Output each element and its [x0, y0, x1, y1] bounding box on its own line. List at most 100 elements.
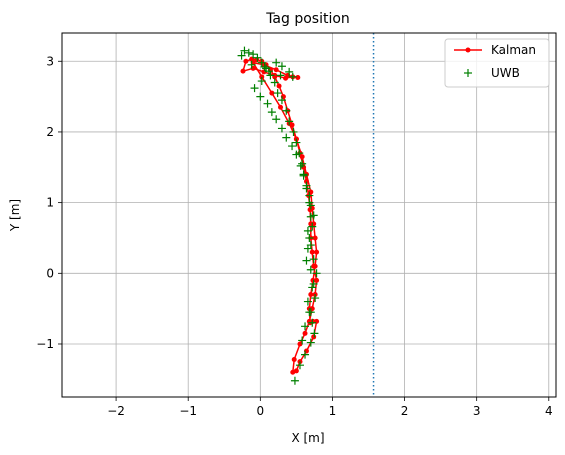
uwb-point — [303, 226, 312, 235]
kalman-point — [302, 330, 308, 336]
legend-kalman-label: Kalman — [491, 43, 536, 57]
plot-area-frame — [61, 32, 557, 398]
uwb-point — [302, 256, 311, 265]
uwb-point — [308, 222, 317, 231]
uwb-point — [237, 51, 246, 60]
uwb-point — [302, 181, 311, 190]
uwb-point — [306, 265, 315, 274]
uwb-point — [240, 46, 249, 55]
uwb-point — [249, 50, 258, 59]
uwb-point — [309, 279, 318, 288]
kalman-point — [278, 104, 284, 110]
uwb-point — [306, 308, 315, 317]
uwb-point — [305, 191, 314, 200]
uwb-point — [247, 60, 256, 69]
uwb-point — [310, 329, 319, 338]
kalman-point — [299, 154, 305, 160]
x-axis-label: X [m] — [291, 431, 324, 445]
kalman-point — [308, 292, 314, 298]
y-tick-label: 0 — [46, 266, 54, 280]
uwb-point — [266, 71, 275, 80]
uwb-point — [244, 48, 253, 57]
y-axis-label: Y [m] — [8, 199, 22, 232]
uwb-point — [303, 297, 312, 306]
kalman-point — [272, 72, 278, 78]
kalman-point — [297, 341, 303, 347]
kalman-point — [259, 74, 265, 80]
uwb-point — [303, 244, 312, 253]
uwb-point — [311, 294, 320, 303]
uwb-point — [277, 96, 286, 105]
y-tick-label: 1 — [46, 196, 54, 210]
uwb-point — [272, 115, 281, 124]
uwb-point — [272, 58, 281, 67]
legend-uwb-label: UWB — [491, 66, 520, 80]
uwb-point — [264, 67, 273, 76]
legend-uwb-marker — [464, 69, 472, 77]
uwb-point — [298, 336, 307, 345]
y-tick-label: −1 — [36, 337, 54, 351]
x-tick-label: 0 — [257, 404, 265, 418]
y-tick-label: 3 — [46, 54, 54, 68]
x-tick-label: 1 — [329, 404, 337, 418]
uwb-point — [309, 255, 318, 264]
y-tick-label: 2 — [46, 125, 54, 139]
kalman-point — [295, 75, 301, 81]
uwb-point — [273, 89, 282, 98]
uwb-point — [267, 108, 276, 117]
uwb-point — [282, 133, 291, 142]
uwb-point — [256, 92, 265, 101]
x-tick-label: −2 — [107, 404, 125, 418]
x-tick-label: 3 — [473, 404, 481, 418]
kalman-point — [314, 249, 320, 255]
uwb-point — [270, 78, 279, 87]
uwb-point — [292, 138, 301, 147]
y-ticks: −1 0 1 2 3 — [36, 54, 62, 351]
kalman-point — [310, 277, 316, 283]
uwb-point — [292, 150, 301, 159]
kalman-point — [243, 58, 249, 64]
kalman-point — [312, 235, 318, 241]
uwb-point — [257, 58, 266, 67]
legend-kalman-marker — [465, 47, 471, 53]
uwb-point — [312, 269, 321, 278]
x-tick-label: −1 — [179, 404, 197, 418]
uwb-point — [250, 84, 259, 93]
kalman-point — [309, 249, 315, 255]
uwb-point — [282, 106, 291, 115]
uwb-point — [296, 161, 305, 170]
uwb-point — [309, 211, 318, 220]
kalman-point — [269, 90, 275, 96]
kalman-point — [291, 357, 297, 363]
uwb-point — [288, 72, 297, 81]
uwb-point — [301, 350, 310, 359]
uwb-point — [306, 338, 315, 347]
uwb-point — [305, 233, 314, 242]
legend-box — [444, 38, 550, 88]
series-uwb — [237, 46, 321, 385]
uwb-point — [263, 99, 272, 108]
chart-title: Tag position — [265, 11, 350, 27]
uwb-point — [260, 62, 269, 71]
kalman-point — [276, 83, 282, 89]
uwb-point — [285, 67, 294, 76]
legend: Kalman UWB — [444, 38, 550, 88]
kalman-point — [240, 68, 246, 74]
uwb-point — [277, 62, 286, 71]
kalman-point — [303, 178, 309, 184]
uwb-point — [308, 283, 317, 292]
uwb-point — [257, 77, 266, 86]
kalman-point — [311, 334, 317, 340]
kalman-point — [312, 263, 318, 269]
uwb-point — [289, 127, 298, 136]
kalman-point — [293, 368, 299, 374]
uwb-point — [276, 71, 285, 80]
uwb-point — [288, 142, 297, 151]
uwb-point — [299, 171, 308, 180]
uwb-point — [295, 361, 304, 370]
kalman-point — [273, 67, 279, 73]
uwb-point — [301, 322, 310, 331]
uwb-point — [277, 124, 286, 133]
uwb-point — [253, 53, 262, 62]
